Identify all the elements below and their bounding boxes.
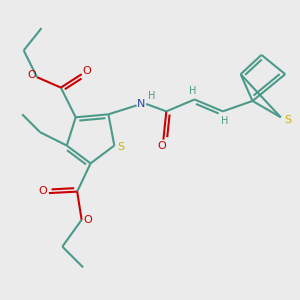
Text: S: S bbox=[284, 115, 291, 125]
Text: S: S bbox=[117, 142, 124, 152]
Text: O: O bbox=[38, 186, 47, 196]
Text: O: O bbox=[84, 215, 93, 225]
Text: H: H bbox=[220, 116, 228, 126]
Text: H: H bbox=[148, 91, 156, 101]
Text: O: O bbox=[82, 66, 91, 76]
Text: N: N bbox=[137, 99, 145, 109]
Text: O: O bbox=[158, 141, 166, 151]
Text: O: O bbox=[27, 70, 36, 80]
Text: H: H bbox=[189, 85, 197, 96]
